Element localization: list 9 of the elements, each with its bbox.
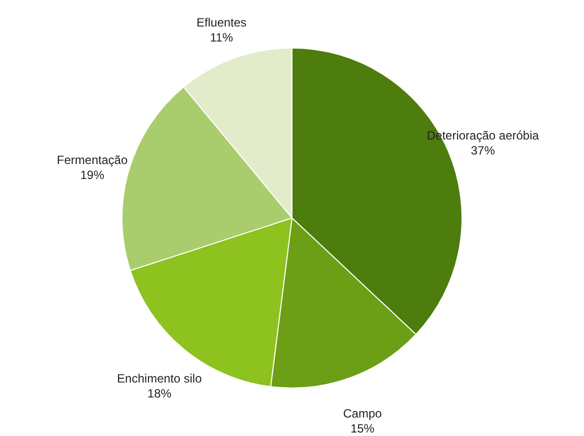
data-label: 15% <box>350 422 375 436</box>
slice-label: Fermentação <box>56 152 128 167</box>
data-label: 37% <box>470 143 496 158</box>
data-label: 11% <box>210 30 234 44</box>
slice-label: Campo <box>343 406 382 421</box>
slice-label: Efluentes <box>196 15 247 30</box>
data-label: 18% <box>147 386 172 400</box>
data-label: 19% <box>80 168 105 182</box>
slice-label: Enchimento silo <box>117 371 202 386</box>
